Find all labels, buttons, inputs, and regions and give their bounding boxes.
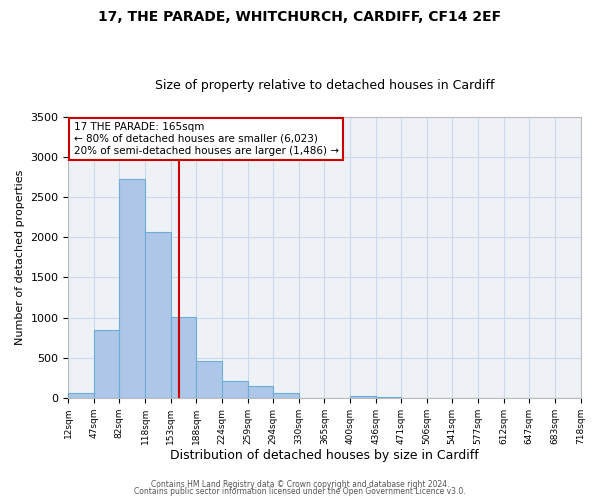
Bar (196, 362, 222, 398)
Text: 17 THE PARADE: 165sqm
← 80% of detached houses are smaller (6,023)
20% of semi-d: 17 THE PARADE: 165sqm ← 80% of detached … (74, 122, 338, 156)
Bar (376, 396, 401, 398)
Bar (273, 394, 299, 398)
Bar (119, 180, 145, 398)
X-axis label: Distribution of detached houses by size in Cardiff: Distribution of detached houses by size … (170, 450, 479, 462)
Text: Contains public sector information licensed under the Open Government Licence v3: Contains public sector information licen… (134, 488, 466, 496)
Bar (94, 330, 119, 398)
Title: Size of property relative to detached houses in Cardiff: Size of property relative to detached ho… (155, 79, 494, 92)
Bar (248, 386, 273, 398)
Y-axis label: Number of detached properties: Number of detached properties (15, 170, 25, 345)
Bar (222, 381, 248, 398)
Bar (68, 394, 94, 398)
Bar (350, 396, 376, 398)
Bar (145, 232, 170, 398)
Bar (170, 316, 196, 398)
Text: 17, THE PARADE, WHITCHURCH, CARDIFF, CF14 2EF: 17, THE PARADE, WHITCHURCH, CARDIFF, CF1… (98, 10, 502, 24)
Text: Contains HM Land Registry data © Crown copyright and database right 2024.: Contains HM Land Registry data © Crown c… (151, 480, 449, 489)
